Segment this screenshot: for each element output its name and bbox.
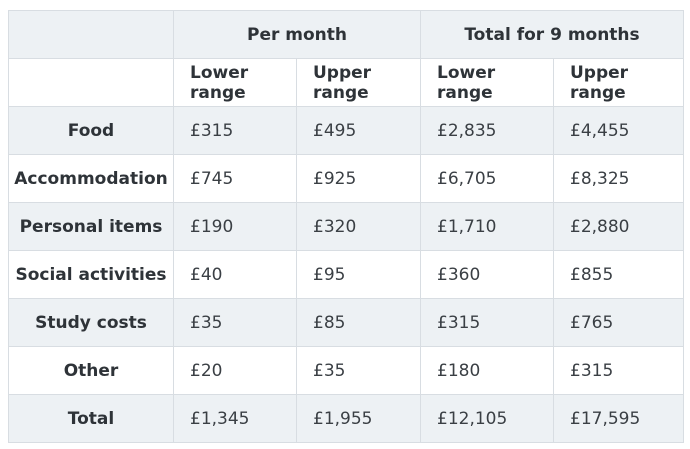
cell-value: £925 xyxy=(296,154,421,203)
cell-value: £315 xyxy=(173,106,297,155)
cell-value: £6,705 xyxy=(420,154,554,203)
row-label: Food xyxy=(8,106,174,155)
sub-header-row: Lower range Upper range Lower range Uppe… xyxy=(8,58,684,107)
cell-value: £360 xyxy=(420,250,554,299)
table-row-total: Total £1,345 £1,955 £12,105 £17,595 xyxy=(8,394,684,443)
row-label: Study costs xyxy=(8,298,174,347)
cell-value: £190 xyxy=(173,202,297,251)
cell-value: £17,595 xyxy=(553,394,684,443)
living-costs-table: Per month Total for 9 months Lower range… xyxy=(8,10,684,443)
group-header-per-month: Per month xyxy=(173,10,421,59)
col-header-total-upper: Upper range xyxy=(553,58,684,107)
row-label: Other xyxy=(8,346,174,395)
table-row-study-costs: Study costs £35 £85 £315 £765 xyxy=(8,298,684,347)
cell-value: £2,835 xyxy=(420,106,554,155)
group-header-row: Per month Total for 9 months xyxy=(8,10,684,59)
corner-cell-top xyxy=(8,10,174,59)
cell-value: £12,105 xyxy=(420,394,554,443)
cell-value: £8,325 xyxy=(553,154,684,203)
cell-value: £35 xyxy=(173,298,297,347)
cell-value: £20 xyxy=(173,346,297,395)
cell-value: £1,955 xyxy=(296,394,421,443)
group-header-total-9-months: Total for 9 months xyxy=(420,10,684,59)
cell-value: £2,880 xyxy=(553,202,684,251)
cell-value: £35 xyxy=(296,346,421,395)
cell-value: £40 xyxy=(173,250,297,299)
col-header-month-upper: Upper range xyxy=(296,58,421,107)
col-header-total-lower: Lower range xyxy=(420,58,554,107)
row-label: Total xyxy=(8,394,174,443)
cell-value: £765 xyxy=(553,298,684,347)
cell-value: £320 xyxy=(296,202,421,251)
table-row-personal-items: Personal items £190 £320 £1,710 £2,880 xyxy=(8,202,684,251)
cell-value: £855 xyxy=(553,250,684,299)
cell-value: £745 xyxy=(173,154,297,203)
table-row-other: Other £20 £35 £180 £315 xyxy=(8,346,684,395)
table-row-social-activities: Social activities £40 £95 £360 £855 xyxy=(8,250,684,299)
cell-value: £4,455 xyxy=(553,106,684,155)
cell-value: £1,710 xyxy=(420,202,554,251)
cell-value: £85 xyxy=(296,298,421,347)
cell-value: £1,345 xyxy=(173,394,297,443)
row-label: Social activities xyxy=(8,250,174,299)
row-label: Personal items xyxy=(8,202,174,251)
cell-value: £95 xyxy=(296,250,421,299)
cell-value: £315 xyxy=(420,298,554,347)
corner-cell-sub xyxy=(8,58,174,107)
cell-value: £315 xyxy=(553,346,684,395)
cell-value: £180 xyxy=(420,346,554,395)
table-row-accommodation: Accommodation £745 £925 £6,705 £8,325 xyxy=(8,154,684,203)
col-header-month-lower: Lower range xyxy=(173,58,297,107)
row-label: Accommodation xyxy=(8,154,174,203)
cell-value: £495 xyxy=(296,106,421,155)
table-row-food: Food £315 £495 £2,835 £4,455 xyxy=(8,106,684,155)
